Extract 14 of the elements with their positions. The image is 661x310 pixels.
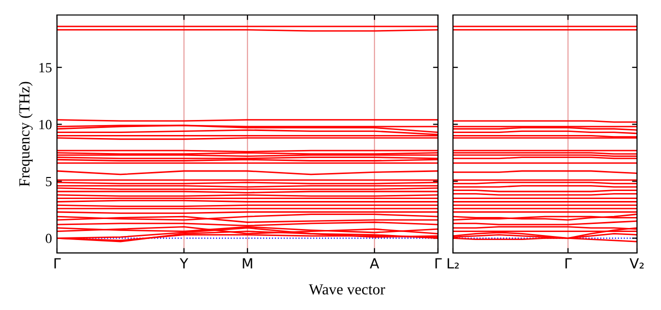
x-tick-label: V₂ bbox=[630, 258, 644, 268]
x-axis-title: Wave vector bbox=[308, 284, 386, 295]
x-tick-label: Γ bbox=[54, 258, 61, 268]
x-tick-label: Y bbox=[180, 258, 188, 268]
y-axis-title: Frequency (THz) bbox=[18, 82, 33, 186]
x-tick-label: Γ bbox=[565, 258, 572, 268]
y-tick-label: 15 bbox=[39, 63, 52, 72]
y-tick-label: 0 bbox=[46, 234, 52, 244]
y-tick-label: 5 bbox=[46, 176, 52, 186]
x-tick-label: L₂ bbox=[448, 258, 459, 268]
x-tick-label: A bbox=[370, 258, 380, 268]
y-tick-label: 10 bbox=[39, 120, 52, 130]
x-tick-label: M bbox=[242, 258, 252, 268]
x-tick-label: Γ bbox=[435, 258, 442, 268]
